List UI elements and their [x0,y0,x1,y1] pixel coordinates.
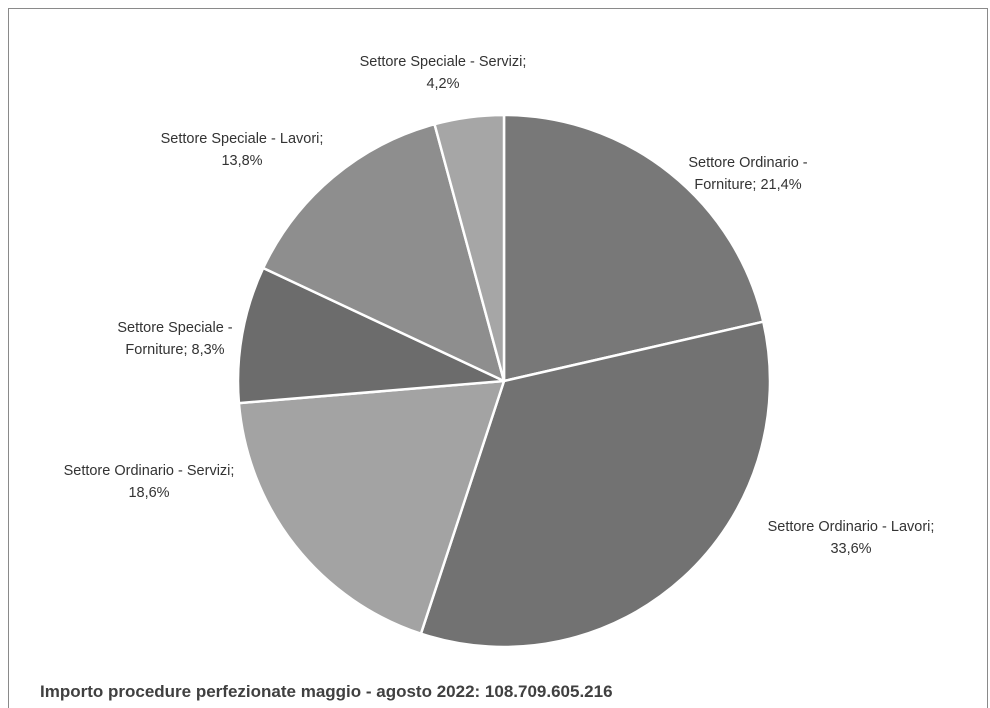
slice-label-line: Settore Speciale - Lavori; [161,131,324,147]
slice-label-line: Settore Ordinario - Servizi; [64,463,235,479]
slice-label-line: 4,2% [426,76,459,92]
slice-label-line: Forniture; 21,4% [694,177,801,193]
slice-label-line: Settore Ordinario - Lavori; [768,519,935,535]
slice-label-line: Settore Ordinario - [688,155,807,171]
slice-label-speciale-servizi: Settore Speciale - Servizi; 4,2% [360,54,527,92]
slice-label-line: 18,6% [128,485,169,501]
slice-label-line: Settore Speciale - [117,320,232,336]
footer-total: Importo procedure perfezionate maggio - … [40,682,613,701]
slice-label-line: Settore Speciale - Servizi; [360,54,527,70]
slice-label-line: 13,8% [221,153,262,169]
slice-label-line: Forniture; 8,3% [125,342,224,358]
pie-slice-ordinario-lavori [419,320,772,649]
slice-label-speciale-forniture: Settore Speciale - Forniture; 8,3% [117,320,232,358]
slice-label-line: 33,6% [830,541,871,557]
slice-label-ordinario-lavori: Settore Ordinario - Lavori; 33,6% [768,519,935,557]
pie-slice-speciale-lavori [261,122,506,383]
pie-slice-speciale-forniture [236,266,506,405]
pie-slice-ordinario-servizi [237,379,506,635]
pie-slices [236,113,772,649]
pie-slice-speciale-servizi [433,113,506,383]
slice-label-speciale-lavori: Settore Speciale - Lavori; 13,8% [161,131,324,169]
pie-slice-ordinario-forniture [502,113,765,383]
chart-frame [8,8,988,708]
slice-label-ordinario-servizi: Settore Ordinario - Servizi; 18,6% [64,463,235,501]
pie-labels: Settore Ordinario -Forniture; 21,4%Setto… [64,54,935,557]
slice-label-ordinario-forniture: Settore Ordinario - Forniture; 21,4% [688,155,807,193]
